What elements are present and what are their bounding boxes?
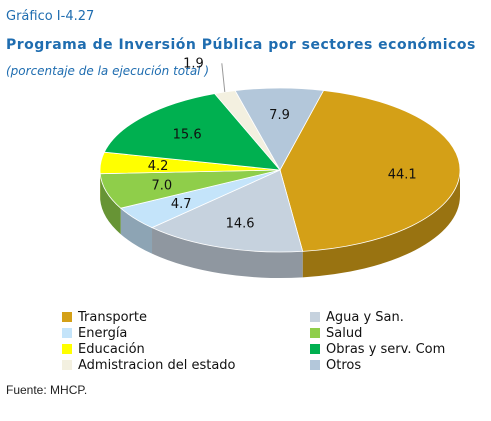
- legend-label-energia: Energía: [78, 325, 128, 341]
- legend-item-administracion: Admistracion del estado: [62, 357, 236, 373]
- legend-item-educacion: Educación: [62, 341, 145, 357]
- legend-swatch-administracion: [62, 360, 72, 370]
- legend-label-administracion: Admistracion del estado: [78, 357, 236, 373]
- legend-swatch-obras: [310, 344, 320, 354]
- legend-swatch-energia: [62, 328, 72, 338]
- legend-label-salud: Salud: [326, 325, 363, 341]
- legend-item-salud: Salud: [310, 325, 362, 341]
- data-label-salud: 7.0: [152, 179, 173, 194]
- data-label-admistracion-del-estado: 1.9: [183, 56, 204, 71]
- legend-label-agua: Agua y San.: [326, 309, 404, 325]
- pie-slice-obras-y-serv-com: [103, 93, 281, 171]
- data-label-obras-y-serv-com: 15.6: [173, 128, 202, 143]
- legend-item-energia: Energía: [62, 325, 127, 341]
- source-note: Fuente: MHCP.: [6, 383, 88, 397]
- legend-item-transporte: Transporte: [62, 309, 147, 325]
- legend-label-obras: Obras y serv. Com: [326, 341, 446, 357]
- legend-swatch-transporte: [62, 312, 72, 322]
- legend-swatch-educacion: [62, 344, 72, 354]
- pie-side-energia: [120, 208, 153, 254]
- chart-title: Programa de Inversión Pública por sector…: [6, 37, 476, 53]
- pie-slice-otros: [234, 87, 325, 171]
- pie-slice-transporte: [279, 90, 461, 252]
- legend-swatch-agua: [310, 312, 320, 322]
- data-label-agua-y-san: 14.6: [226, 217, 255, 232]
- pie-side-salud: [100, 173, 121, 235]
- data-label-energia: 4.7: [171, 197, 192, 212]
- legend-item-agua: Agua y San.: [310, 309, 404, 325]
- pie-chart: 44.1 14.6 4.7 7.0 4.2 15.6 1.9 7.9: [99, 56, 461, 278]
- leader-line-admistracion-del-estado: [221, 63, 226, 93]
- legend-item-obras: Obras y serv. Com: [310, 341, 445, 357]
- figure-label: Gráfico I-4.27: [6, 9, 95, 24]
- legend-label-otros: Otros: [326, 357, 362, 373]
- pie-side-transporte: [302, 170, 460, 278]
- legend-label-transporte: Transporte: [78, 309, 147, 325]
- legend-label-educacion: Educación: [78, 341, 145, 357]
- legend-swatch-otros: [310, 360, 320, 370]
- legend-swatch-salud: [310, 328, 320, 338]
- pie-slice-agua-y-san: [151, 169, 304, 253]
- data-label-otros: 7.9: [269, 108, 290, 123]
- chart-subtitle: (porcentaje de la ejecución total ): [6, 64, 209, 78]
- pie-side-agua-y-san: [152, 227, 303, 278]
- data-label-educacion: 4.2: [148, 159, 169, 174]
- data-label-transporte: 44.1: [388, 167, 417, 182]
- legend-item-otros: Otros: [310, 357, 361, 373]
- legend: Transporte Agua y San. Energía Salud Edu…: [62, 309, 482, 379]
